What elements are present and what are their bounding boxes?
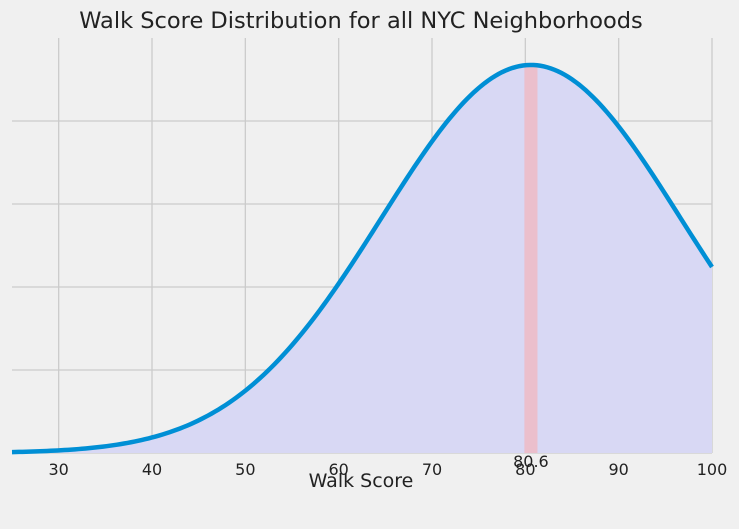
density-curve-line [11, 62, 714, 455]
x-tick-label: 60 [328, 460, 348, 479]
mean-annotation-label: 80.6 [513, 452, 549, 471]
chart-title: Walk Score Distribution for all NYC Neig… [79, 8, 643, 34]
x-tick-labels: 30 40 50 60 70 80 90 100 [48, 460, 727, 479]
x-tick-label: 50 [235, 460, 255, 479]
mean-highlight-band [524, 62, 538, 453]
x-tick-label: 70 [422, 460, 442, 479]
x-axis-label: Walk Score [309, 470, 414, 492]
x-tick-label: 80 [515, 460, 535, 479]
x-tick-label: 30 [48, 460, 68, 479]
x-tick-label: 100 [697, 460, 728, 479]
x-tick-label: 90 [608, 460, 628, 479]
x-tick-label: 40 [142, 460, 162, 479]
